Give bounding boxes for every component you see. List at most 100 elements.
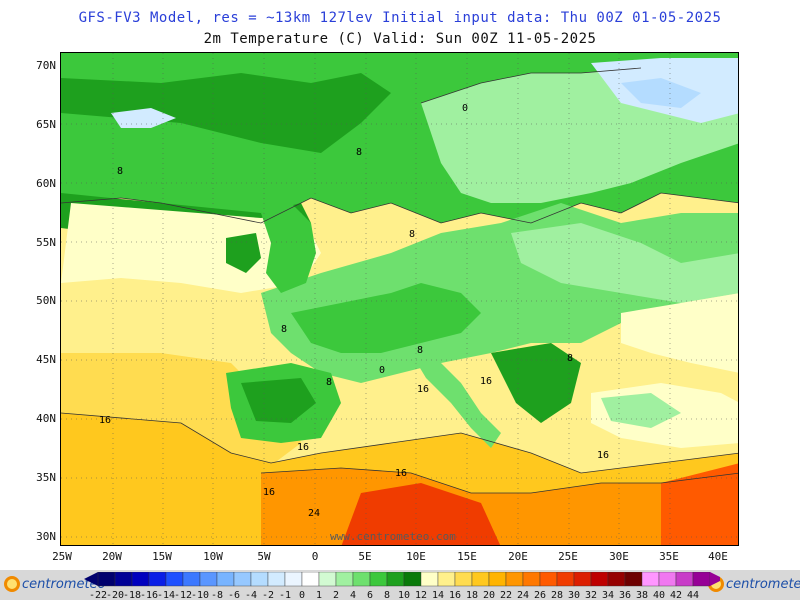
lon-label: 40E xyxy=(708,550,728,563)
middle-east-hot xyxy=(661,463,738,545)
scale-tick-label: 10 xyxy=(397,590,411,601)
lat-label: 35N xyxy=(36,471,56,484)
north-sea-dark-green xyxy=(61,73,391,153)
scale-arrow-right xyxy=(710,572,720,586)
scale-tick-label: -10 xyxy=(190,590,210,601)
lat-label: 50N xyxy=(36,294,56,307)
scale-tick-label: -20 xyxy=(105,590,125,601)
scale-tick-label: -2 xyxy=(261,590,275,601)
scale-swatch xyxy=(624,572,643,587)
scale-swatch xyxy=(165,572,184,587)
scale-tick-label: 26 xyxy=(533,590,547,601)
graticule xyxy=(61,53,738,545)
contour-label: 16 xyxy=(480,376,492,387)
scale-swatch xyxy=(352,572,371,587)
scale-swatch xyxy=(607,572,626,587)
eastern-europe-light-green xyxy=(511,223,738,303)
lon-label: 20E xyxy=(508,550,528,563)
scale-tick-label: 30 xyxy=(567,590,581,601)
lon-label: 25W xyxy=(52,550,72,563)
scale-swatch xyxy=(420,572,439,587)
scale-tick-label: -6 xyxy=(227,590,241,601)
contour-label: 8 xyxy=(567,353,573,364)
lon-label: 15W xyxy=(152,550,172,563)
contour-label: 16 xyxy=(99,415,111,426)
contour-label-group: 0 8 8 8 8 8 8 8 0 16 16 16 16 16 16 16 2… xyxy=(99,103,609,519)
contour-label: 8 xyxy=(409,229,415,240)
watermark: www.centrometeo.com xyxy=(330,530,456,543)
lon-label: 5W xyxy=(257,550,271,563)
logo-right[interactable]: centrometeo xyxy=(708,573,800,595)
scale-tick-label: 4 xyxy=(349,590,357,601)
lon-label: 10E xyxy=(406,550,426,563)
contour-16c xyxy=(61,412,738,474)
scale-swatch xyxy=(437,572,456,587)
contour-20c xyxy=(260,467,738,494)
lat-label: 55N xyxy=(36,236,56,249)
contour-label: 16 xyxy=(297,442,309,453)
scale-tick-label: 20 xyxy=(482,590,496,601)
scale-tick-label: 42 xyxy=(669,590,683,601)
scale-swatch xyxy=(233,572,252,587)
scale-tick-label: 40 xyxy=(652,590,666,601)
contour-label: 8 xyxy=(281,324,287,335)
scale-tick-label: -22 xyxy=(88,590,108,601)
italy-land xyxy=(411,353,501,448)
scale-tick-label: 38 xyxy=(635,590,649,601)
iberia-interior xyxy=(241,378,316,423)
contour-label: 16 xyxy=(417,384,429,395)
scale-swatch xyxy=(369,572,388,587)
scale-tick-label: -1 xyxy=(278,590,292,601)
lat-label: 45N xyxy=(36,353,56,366)
map-canvas: 0 8 8 8 8 8 8 8 0 16 16 16 16 16 16 16 2… xyxy=(61,53,738,545)
lat-label: 30N xyxy=(36,530,56,543)
scale-tick-label: 44 xyxy=(686,590,700,601)
contour-label: 0 xyxy=(379,365,385,376)
logo-text: centrometeo xyxy=(726,576,800,592)
scale-tick-label: 0 xyxy=(298,590,306,601)
scale-tick-label: 14 xyxy=(431,590,445,601)
scale-swatch xyxy=(556,572,575,587)
contour-label: 24 xyxy=(308,508,320,519)
contour-0c xyxy=(420,67,642,104)
contour-label: 8 xyxy=(417,345,423,356)
scale-swatch xyxy=(199,572,218,587)
temperature-map[interactable]: 0 8 8 8 8 8 8 8 0 16 16 16 16 16 16 16 2… xyxy=(60,52,739,546)
scale-tick-label: 16 xyxy=(448,590,462,601)
lon-label: 15E xyxy=(457,550,477,563)
scale-tick-label: 6 xyxy=(366,590,374,601)
scale-swatch xyxy=(403,572,422,587)
scale-arrow-left xyxy=(84,572,98,586)
scale-tick-label: 24 xyxy=(516,590,530,601)
scale-swatch xyxy=(131,572,150,587)
scale-tick-label: -18 xyxy=(122,590,142,601)
scale-swatch xyxy=(267,572,286,587)
britain-land xyxy=(261,203,316,293)
scale-tick-label: 36 xyxy=(618,590,632,601)
scale-swatch xyxy=(335,572,354,587)
lon-label: 10W xyxy=(203,550,223,563)
scale-swatch xyxy=(148,572,167,587)
scale-swatch xyxy=(471,572,490,587)
scale-swatch xyxy=(522,572,541,587)
scale-swatch xyxy=(658,572,677,587)
field-title: 2m Temperature (C) Valid: Sun 00Z 11-05-… xyxy=(203,31,597,47)
lon-label: 25E xyxy=(558,550,578,563)
germany-france-green xyxy=(291,283,481,353)
scale-tick-label: 2 xyxy=(332,590,340,601)
atlantic-cream-zone xyxy=(61,203,321,293)
contour-label: 16 xyxy=(263,487,275,498)
lon-label: 5E xyxy=(358,550,372,563)
scale-swatch xyxy=(301,572,320,587)
scale-tick-label: -16 xyxy=(139,590,159,601)
contour-8c xyxy=(61,192,738,224)
scale-tick-label: -4 xyxy=(244,590,258,601)
scale-tick-label: 34 xyxy=(601,590,615,601)
lon-label: 0 xyxy=(311,550,319,563)
lat-label: 40N xyxy=(36,412,56,425)
logo-left[interactable]: centrometeo xyxy=(4,573,106,595)
scale-swatch xyxy=(386,572,405,587)
scale-tick-label: 12 xyxy=(414,590,428,601)
model-title: GFS-FV3 Model, res = ~13km 127lev Initia… xyxy=(78,10,722,26)
scale-swatch xyxy=(97,572,116,587)
